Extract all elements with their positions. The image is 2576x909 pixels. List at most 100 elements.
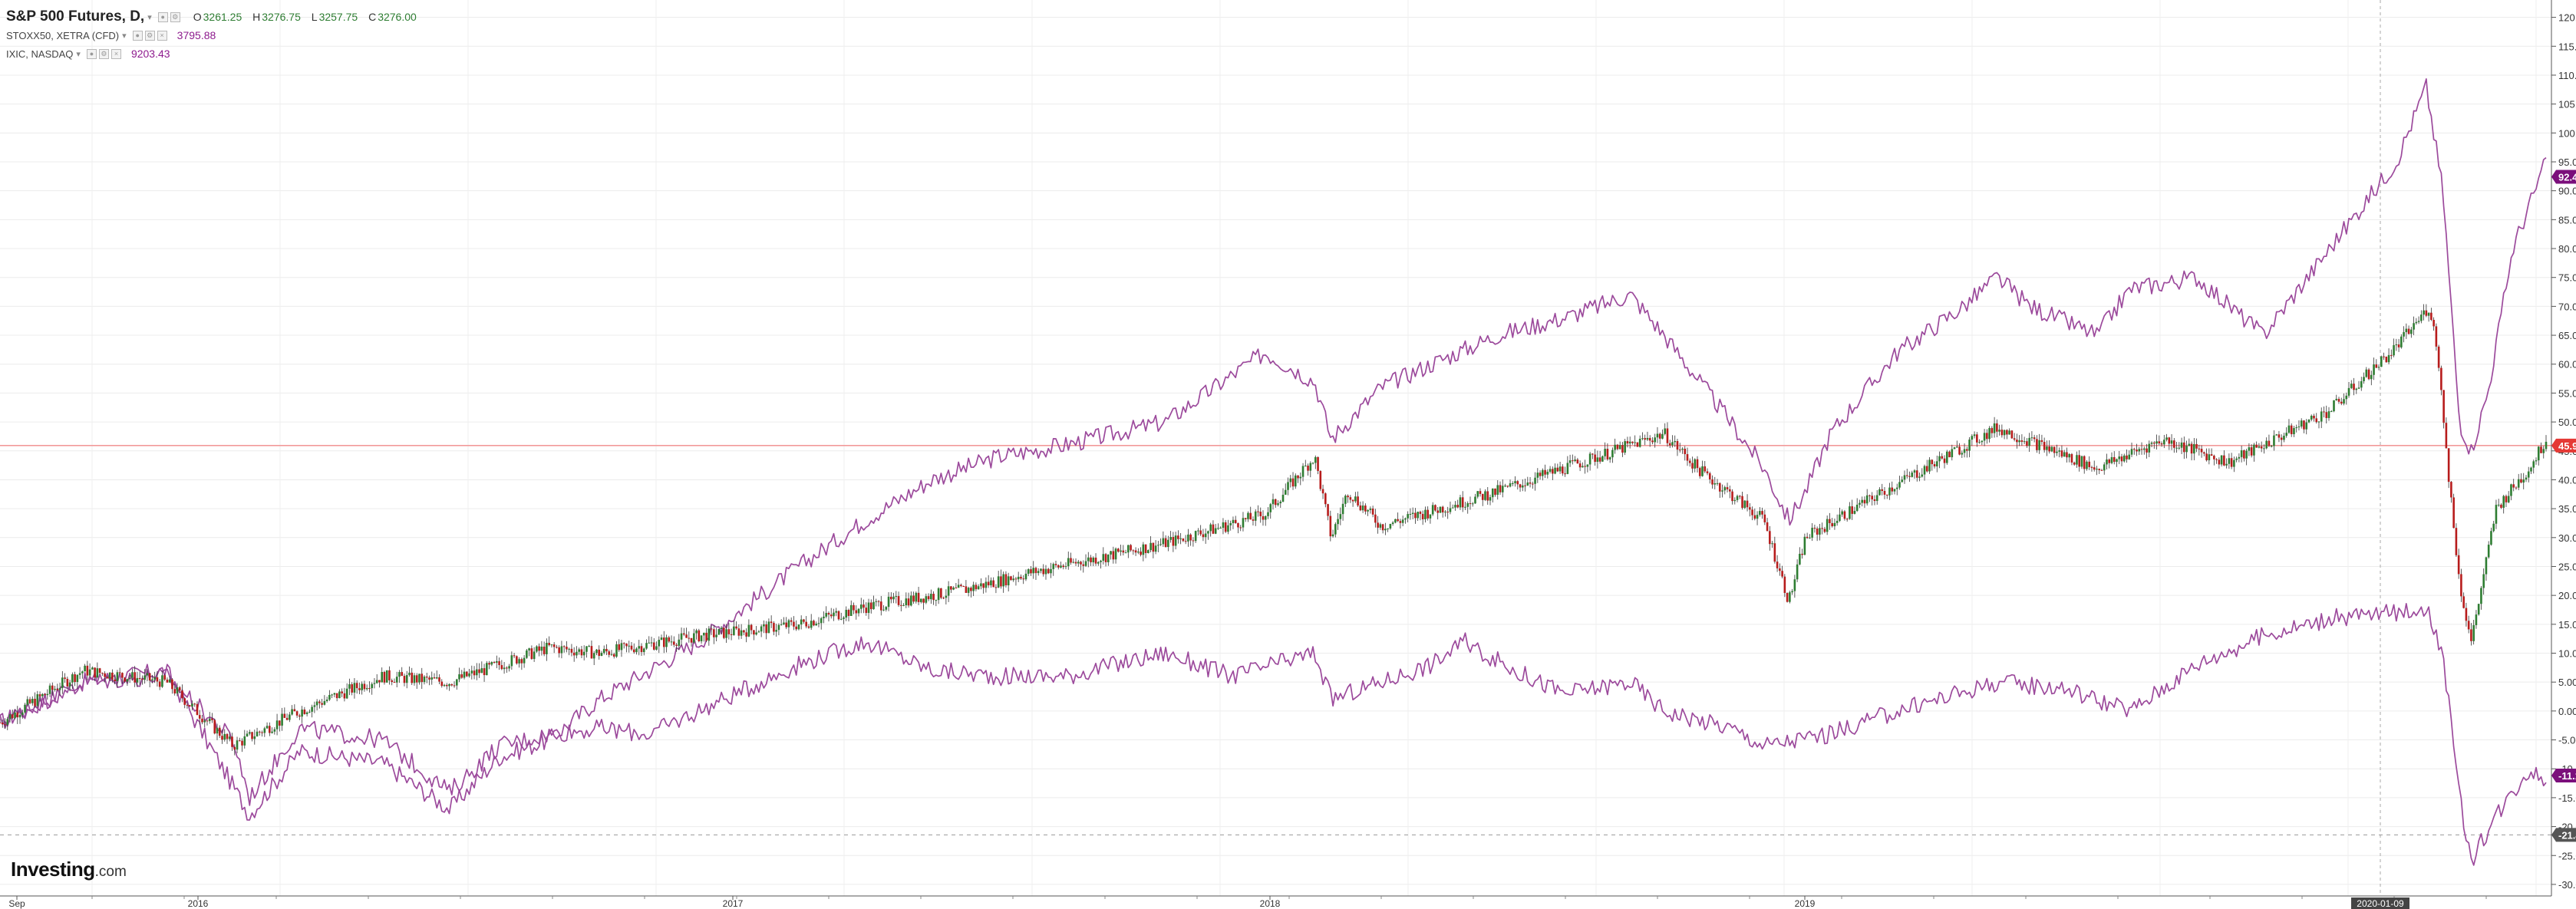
candle (2193, 438, 2195, 461)
candle-body (1172, 537, 1175, 546)
settings-icon[interactable]: ⚙ (170, 12, 180, 22)
candle-body (41, 693, 44, 697)
candle (1514, 476, 1516, 487)
candle-body (283, 713, 286, 718)
candle (2492, 521, 2495, 532)
candle-body (1287, 482, 1289, 490)
candle-body (803, 619, 805, 622)
eye-icon[interactable]: ● (157, 12, 168, 22)
candle (423, 675, 426, 685)
candle-body (2225, 463, 2228, 466)
candle (2417, 316, 2420, 324)
candle (658, 636, 661, 654)
candle (985, 577, 988, 593)
candle (1060, 562, 1062, 569)
candle (2168, 436, 2171, 450)
candle-body (700, 635, 703, 642)
compare-symbol-ixic[interactable]: IXIC, NASDAQ (6, 48, 74, 60)
candle-body (1931, 459, 1934, 465)
candle (1259, 507, 1262, 523)
candle (1004, 571, 1008, 588)
candle-body (1154, 545, 1157, 552)
candle-body (1072, 562, 1075, 563)
candle-body (675, 644, 678, 646)
eye-icon[interactable]: ● (86, 48, 97, 59)
candle (393, 678, 396, 683)
candle-body (1554, 467, 1556, 474)
candle-body (2235, 458, 2238, 460)
compare-symbol-stoxx[interactable]: STOXX50, XETRA (CFD) (6, 29, 120, 41)
candle-body (1566, 463, 1569, 474)
candle-body (1921, 474, 1924, 477)
legend-main[interactable]: S&P 500 Futures, D, ▾ ● ⚙ O 3261.25 H 3276… (6, 8, 424, 26)
legend-compare-ixic[interactable]: IXIC, NASDAQ ▾ ● ⚙ × 9203.43 (6, 44, 424, 63)
close-icon[interactable]: × (157, 30, 167, 41)
close-icon[interactable]: × (110, 48, 121, 59)
candle-body (2158, 441, 2161, 444)
candle (333, 693, 336, 698)
candle (1367, 509, 1369, 516)
candle (790, 617, 793, 626)
candle (757, 630, 760, 633)
legend-compare-stoxx[interactable]: STOXX50, XETRA (CFD) ▾ ● ⚙ × 3795.88 (6, 26, 424, 44)
candle (1067, 552, 1070, 570)
chevron-down-icon[interactable]: ▾ (76, 49, 81, 59)
candle (2440, 365, 2442, 396)
y-tick-label: 50.00% (2558, 417, 2576, 428)
candle-body (166, 679, 169, 683)
x-axis[interactable]: Sep 2016 2017 2018 2019 2020-01-09 (0, 895, 2551, 909)
candle (652, 638, 655, 651)
settings-icon[interactable]: ⚙ (144, 30, 155, 41)
candle-body (1789, 592, 1791, 602)
candle-body (843, 618, 845, 619)
candle (1466, 501, 1469, 514)
candle (318, 700, 321, 709)
candle (2160, 441, 2163, 447)
candle-body (421, 674, 424, 683)
candle-body (1471, 503, 1474, 505)
candle (670, 635, 673, 646)
candle-body (1491, 488, 1494, 498)
candle (2158, 435, 2161, 446)
candle-body (2530, 467, 2532, 472)
candle (168, 676, 171, 683)
candle-body (31, 698, 34, 703)
candle (1427, 506, 1429, 521)
candle (1334, 522, 1337, 538)
candle (1279, 499, 1282, 508)
candle (990, 577, 992, 588)
candle-body (343, 693, 346, 699)
settings-icon[interactable]: ⚙ (98, 48, 109, 59)
candle (1739, 495, 1741, 499)
candle (1022, 575, 1025, 585)
candle-body (341, 691, 343, 693)
eye-icon[interactable]: ● (132, 30, 143, 41)
candle (2098, 468, 2101, 474)
candle-body (2527, 471, 2530, 478)
candle-body (1988, 428, 1991, 440)
candle (351, 682, 353, 696)
candle-body (353, 683, 356, 693)
candle-body (323, 700, 326, 705)
chevron-down-icon[interactable]: ▾ (122, 31, 127, 41)
chevron-down-icon[interactable]: ▾ (147, 12, 152, 22)
candle-body (1040, 568, 1042, 571)
candle (743, 629, 745, 636)
candle-body (2050, 446, 2053, 452)
candle-body (1993, 423, 1996, 433)
candle-body (2495, 505, 2498, 524)
candle-body (610, 654, 613, 655)
candle-body (897, 596, 900, 605)
candle (2490, 527, 2492, 546)
candle-body (173, 689, 176, 693)
candle-body (523, 657, 526, 664)
candle (1394, 519, 1397, 524)
candle-body (760, 626, 763, 632)
candle (2540, 442, 2542, 454)
main-symbol[interactable]: S&P 500 Futures, D, (6, 8, 145, 25)
candle-body (1142, 544, 1145, 555)
candle-body (1354, 496, 1357, 502)
candle-body (1875, 495, 1878, 502)
candle-body (997, 576, 1000, 588)
